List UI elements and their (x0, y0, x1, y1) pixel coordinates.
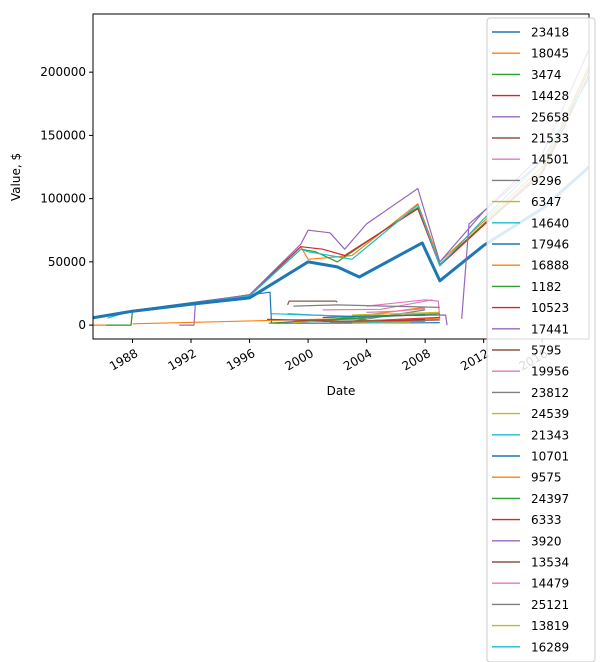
y-tick-label: 50000 (48, 255, 86, 269)
legend-label-21343: 21343 (531, 428, 569, 442)
y-tick-label: 200000 (40, 65, 86, 79)
legend-label-23812: 23812 (531, 386, 569, 400)
series-line-10701 (322, 314, 426, 319)
legend-label-14501: 14501 (531, 153, 569, 167)
legend-label-5795: 5795 (531, 344, 562, 358)
series-line-19956 (322, 299, 433, 311)
series-line-16289 (366, 320, 426, 323)
legend-label-14640: 14640 (531, 216, 569, 230)
series-line-21343 (271, 313, 353, 317)
series-line-23812 (293, 304, 440, 308)
x-tick-label: 2004 (341, 346, 374, 373)
series-line-13534 (322, 320, 382, 322)
legend-label-21533: 21533 (531, 132, 569, 146)
legend-label-16888: 16888 (531, 259, 569, 273)
y-tick-label: 0 (78, 318, 86, 332)
series-line-14479 (366, 308, 426, 313)
x-tick-label: 1992 (165, 346, 198, 373)
legend-label-13819: 13819 (531, 619, 569, 633)
x-tick-label: 2008 (400, 346, 433, 373)
legend-label-3920: 3920 (531, 534, 562, 548)
legend-label-25658: 25658 (531, 110, 569, 124)
legend-label-10523: 10523 (531, 301, 569, 315)
legend-label-9575: 9575 (531, 471, 562, 485)
legend-label-16289: 16289 (531, 640, 569, 654)
series-line-21533 (287, 300, 338, 306)
legend-label-6333: 6333 (531, 513, 562, 527)
legend-label-23418: 23418 (531, 26, 569, 40)
legend-label-19956: 19956 (531, 365, 569, 379)
series-line-24539 (351, 311, 440, 316)
legend-label-24539: 24539 (531, 407, 569, 421)
series-line-13819 (351, 321, 411, 324)
legend-label-10701: 10701 (531, 450, 569, 464)
legend-label-25121: 25121 (531, 598, 569, 612)
y-tick-label: 100000 (40, 192, 86, 206)
legend-box (486, 17, 596, 662)
legend-label-6347: 6347 (531, 195, 562, 209)
y-tick-label: 150000 (40, 128, 86, 142)
legend-label-13534: 13534 (531, 556, 569, 570)
legend-label-18045: 18045 (531, 47, 569, 61)
y-axis-title: Value, $ (9, 153, 23, 201)
legend-label-14479: 14479 (531, 577, 569, 591)
series-line-24397 (308, 318, 367, 321)
x-axis-title: Date (327, 384, 356, 398)
legend-label-1182: 1182 (531, 280, 562, 294)
legend-label-17946: 17946 (531, 238, 569, 252)
x-tick-label: 1996 (224, 346, 257, 373)
legend-label-14428: 14428 (531, 89, 569, 103)
legend: 23418 18045 3474 14428 25658 21533 14501 9296 63… (486, 17, 596, 662)
legend-label-24397: 24397 (531, 492, 569, 506)
x-tick-label: 1988 (107, 346, 140, 373)
legend-label-3474: 3474 (531, 68, 562, 82)
x-tick-label: 2000 (283, 346, 316, 373)
series-lines (93, 49, 589, 326)
legend-label-9296: 9296 (531, 174, 562, 188)
legend-label-17441: 17441 (531, 322, 569, 336)
